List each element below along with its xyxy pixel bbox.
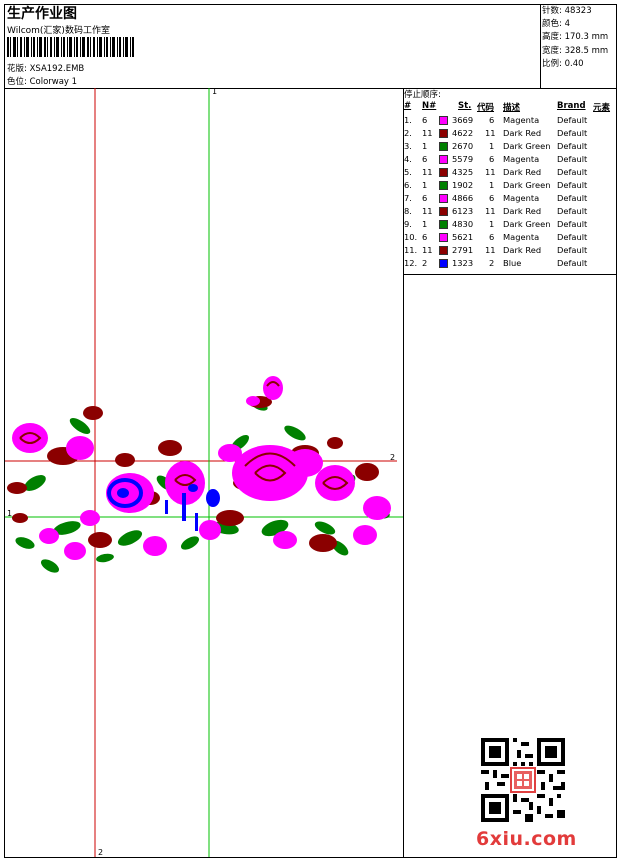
color-swatch: [439, 233, 448, 242]
colorway-line: 色位: Colorway 1: [7, 75, 77, 87]
sheet-frame: [4, 4, 617, 858]
color-swatch: [439, 194, 448, 203]
col-brand: Brand: [557, 101, 586, 111]
header-divider: [4, 88, 617, 89]
col-index: #: [404, 101, 412, 111]
color-swatch: [439, 246, 448, 255]
table-row: 5. 11 4325 11 Dark Red Default: [404, 167, 588, 177]
stop-sequence-title: 停止顺序:: [404, 90, 441, 100]
colorway-label: 色位:: [7, 77, 27, 87]
file-line: 花版: XSA192.EMB: [7, 62, 84, 74]
color-swatch: [439, 207, 448, 216]
blue-layer: [107, 478, 220, 531]
table-row: 7. 6 4866 6 Magenta Default: [404, 193, 588, 203]
table-row: 2. 11 4622 11 Dark Red Default: [404, 128, 588, 138]
color-swatch: [439, 142, 448, 151]
col-stitches: St.: [458, 101, 472, 111]
page-title: 生产作业图: [7, 6, 77, 22]
design-stats: 针数: 48323 颜色: 4 高度: 170.3 mm 宽度: 328.5 m…: [542, 5, 608, 71]
table-row: 11. 11 2791 11 Dark Red Default: [404, 245, 588, 255]
color-swatch: [439, 181, 448, 190]
barcode-icon: [7, 37, 134, 57]
col-code: 代码: [477, 103, 495, 113]
table-row: 12. 2 1323 2 Blue Default: [404, 258, 588, 268]
file-name: XSA192.EMB: [29, 64, 85, 74]
table-row: 9. 1 4830 1 Dark Green Default: [404, 219, 588, 229]
table-row: 3. 1 2670 1 Dark Green Default: [404, 141, 588, 151]
stat-colors: 颜色: 4: [542, 19, 570, 30]
rose-detail-layer: [19, 381, 349, 490]
file-label: 花版:: [7, 64, 27, 74]
guide-label-v1: 1: [212, 88, 217, 96]
colorway-name: Colorway 1: [29, 77, 78, 87]
table-row: 1. 6 3669 6 Magenta Default: [404, 115, 588, 125]
color-swatch: [439, 168, 448, 177]
stat-scale: 比例: 0.40: [542, 58, 584, 69]
table-row: 4. 6 5579 6 Magenta Default: [404, 154, 588, 164]
design-panel-divider: [403, 88, 404, 858]
col-description: 描述: [503, 103, 521, 113]
stat-stitches: 针数: 48323: [542, 6, 592, 16]
table-row: 8. 11 6123 11 Dark Red Default: [404, 206, 588, 216]
col-element: 元素: [593, 103, 611, 113]
table-row: 6. 1 1902 1 Dark Green Default: [404, 180, 588, 190]
color-swatch: [439, 259, 448, 268]
color-swatch: [439, 220, 448, 229]
stat-width: 宽度: 328.5 mm: [542, 45, 609, 56]
studio-name: Wilcom(汇家)数码工作室: [7, 26, 110, 36]
guide-label-h1: 1: [7, 509, 12, 518]
embroidery-preview: 1 1 2 2: [5, 88, 403, 857]
color-swatch: [439, 116, 448, 125]
qr-code-icon: [481, 738, 565, 822]
guide-label-h2: 2: [390, 453, 395, 462]
watermark: 6xiu.com: [476, 828, 577, 850]
magenta-layer: [12, 376, 391, 560]
table-row: 10. 6 5621 6 Magenta Default: [404, 232, 588, 242]
guide-label-v2: 2: [98, 848, 103, 857]
col-needle: N#: [422, 101, 437, 111]
stop-table-bottom: [403, 274, 617, 275]
color-swatch: [439, 155, 448, 164]
stats-divider: [540, 4, 541, 88]
stat-height: 高度: 170.3 mm: [542, 32, 609, 43]
color-swatch: [439, 129, 448, 138]
